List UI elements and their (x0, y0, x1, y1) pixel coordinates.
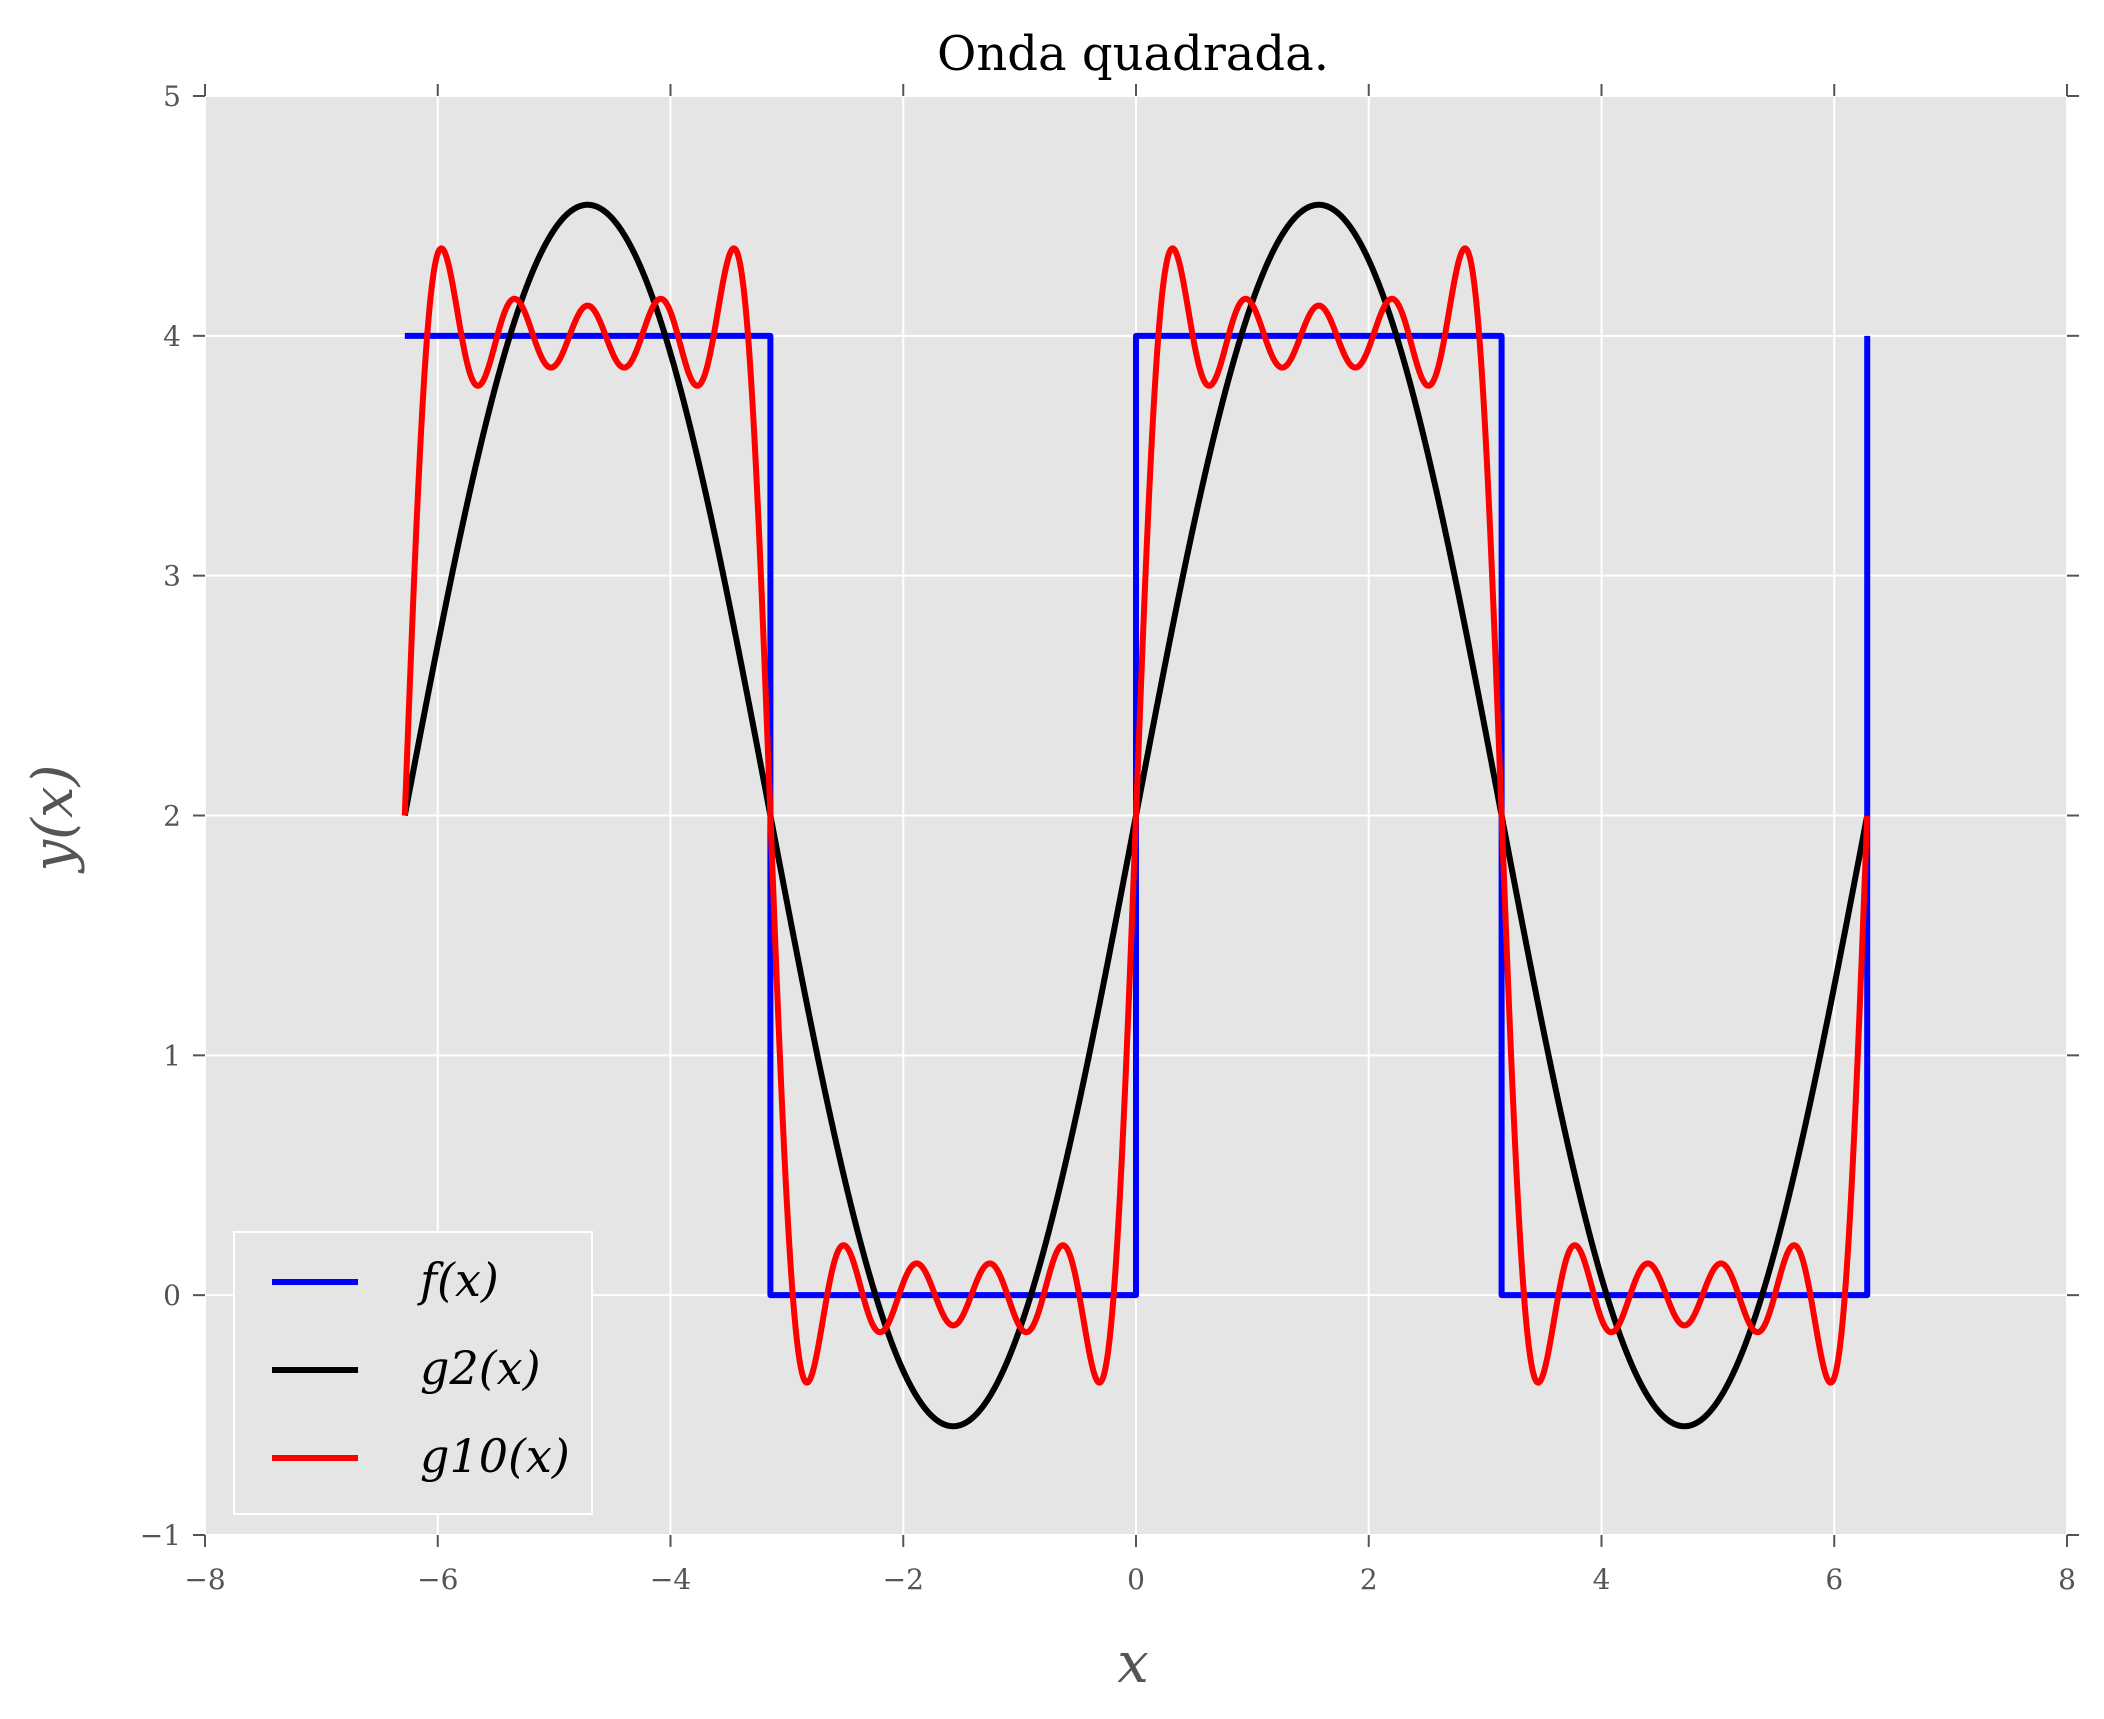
x-tick-label: 0 (1127, 1563, 1145, 1596)
legend-label: g10(x) (420, 1429, 570, 1483)
x-tick-label: −8 (184, 1563, 225, 1596)
x-tick-label: 4 (1593, 1563, 1611, 1596)
axis-ticks: −8 −6 −4 −2 0 2 4 6 8 −1 0 1 2 3 4 5 (140, 80, 2079, 1596)
x-tick-label: −6 (417, 1563, 458, 1596)
legend-label: g2(x) (420, 1341, 541, 1395)
y-tick-label: 3 (163, 560, 181, 593)
y-tick-label: 2 (163, 800, 181, 833)
legend: f(x) g2(x) g10(x) (233, 1231, 593, 1515)
legend-label: f(x) (417, 1253, 499, 1307)
series-layer (401, 201, 1871, 1430)
x-tick-label: 8 (2058, 1563, 2076, 1596)
x-tick-label: 6 (1825, 1563, 1843, 1596)
y-tick-label: 1 (163, 1039, 181, 1072)
x-tick-label: 2 (1360, 1563, 1378, 1596)
y-tick-label: 5 (163, 80, 181, 113)
y-tick-label: 4 (163, 320, 181, 353)
y-axis-label: y(x) (21, 765, 86, 875)
series-line-f-x (404, 332, 1871, 1299)
y-tick-label: −1 (140, 1519, 181, 1552)
y-tick-label: 0 (163, 1279, 181, 1312)
x-tick-label: −2 (883, 1563, 924, 1596)
x-tick-label: −4 (650, 1563, 691, 1596)
series-line-g10-x (401, 245, 1871, 1386)
x-axis-label: x (1117, 1631, 1149, 1696)
chart-title: Onda quadrada. (937, 26, 1329, 82)
